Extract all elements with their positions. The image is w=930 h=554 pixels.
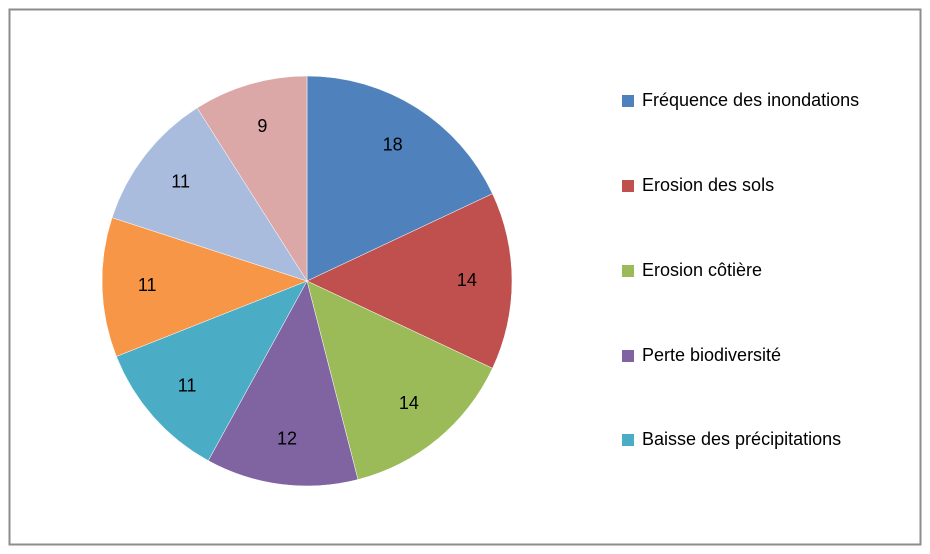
pie-slice xyxy=(306,280,493,480)
pie-slice xyxy=(116,280,308,461)
data-label: 11 xyxy=(171,172,190,192)
legend-label: Erosion des sols xyxy=(642,175,774,195)
data-label: 18 xyxy=(383,135,403,155)
pie-slice xyxy=(101,217,308,357)
legend-swatch xyxy=(622,350,634,362)
legend-label: Erosion côtière xyxy=(642,260,762,280)
pie-slice xyxy=(306,193,513,369)
legend-swatch xyxy=(622,434,634,446)
data-label: 14 xyxy=(399,393,419,413)
data-label: 14 xyxy=(457,270,477,290)
legend-label: Perte biodiversité xyxy=(642,345,781,365)
legend-swatch xyxy=(622,265,634,277)
legend-label: Fréquence des inondations xyxy=(642,90,859,110)
data-label: 11 xyxy=(138,275,157,295)
pie-slice xyxy=(111,107,308,282)
data-label: 11 xyxy=(178,375,197,395)
legend-swatch xyxy=(622,180,634,192)
data-label: 12 xyxy=(277,428,297,448)
pie-slice xyxy=(207,280,359,487)
data-label: 9 xyxy=(257,116,267,136)
legend-swatch xyxy=(622,95,634,107)
pie-slice xyxy=(306,75,493,282)
legend-label: Baisse des précipitations xyxy=(642,429,841,449)
pie-slice xyxy=(196,75,308,282)
